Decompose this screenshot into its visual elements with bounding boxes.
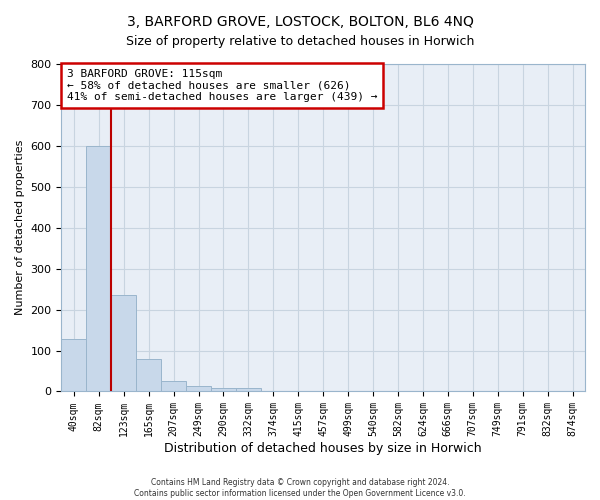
Bar [161,381,186,392]
Text: 3 BARFORD GROVE: 115sqm
← 58% of detached houses are smaller (626)
41% of semi-d: 3 BARFORD GROVE: 115sqm ← 58% of detache… [67,69,377,102]
Bar [236,388,261,392]
X-axis label: Distribution of detached houses by size in Horwich: Distribution of detached houses by size … [164,442,482,455]
Bar [186,386,211,392]
Text: Size of property relative to detached houses in Horwich: Size of property relative to detached ho… [126,35,474,48]
Bar [111,295,136,392]
Bar [136,358,161,392]
Bar [86,146,111,392]
Text: Contains HM Land Registry data © Crown copyright and database right 2024.
Contai: Contains HM Land Registry data © Crown c… [134,478,466,498]
Bar [61,339,86,392]
Y-axis label: Number of detached properties: Number of detached properties [15,140,25,316]
Text: 3, BARFORD GROVE, LOSTOCK, BOLTON, BL6 4NQ: 3, BARFORD GROVE, LOSTOCK, BOLTON, BL6 4… [127,15,473,29]
Bar [211,388,236,392]
